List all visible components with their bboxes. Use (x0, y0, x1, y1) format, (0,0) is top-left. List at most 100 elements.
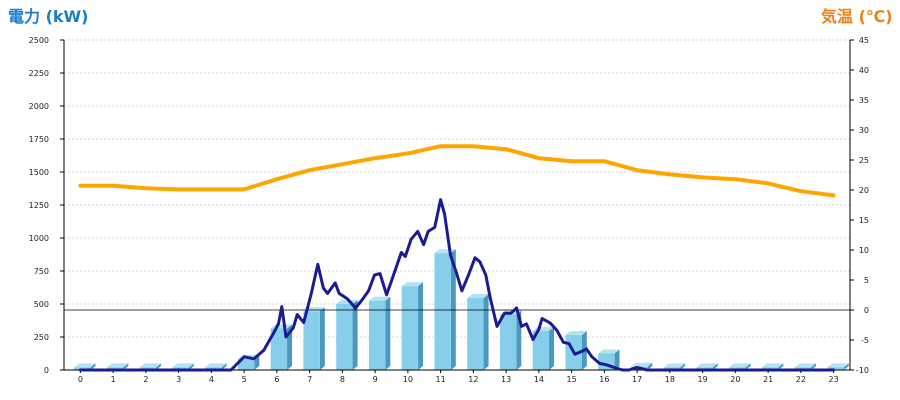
x-tick-label: 18 (665, 375, 675, 384)
left-tick-label: 250 (34, 333, 49, 342)
bar-side (156, 363, 162, 370)
left-tick-label: 0 (44, 366, 49, 375)
bar-face (499, 314, 517, 370)
left-tick-label: 500 (34, 300, 49, 309)
right-tick-label: 0 (864, 306, 869, 315)
bar-side (123, 363, 129, 370)
bar-face (336, 304, 353, 370)
x-tick-label: 8 (340, 375, 345, 384)
bar-top (598, 349, 620, 354)
bar-top (467, 294, 489, 299)
left-tick-label: 1250 (29, 201, 49, 210)
bar-side (450, 249, 456, 370)
bar-side (319, 307, 325, 370)
left-tick-label: 1500 (29, 168, 49, 177)
right-tick-label: 25 (859, 156, 869, 165)
x-tick-label: 16 (599, 375, 609, 384)
bar-top (663, 363, 686, 368)
bar-14 (532, 327, 555, 370)
bar-side (483, 294, 489, 370)
bar-6 (270, 324, 293, 370)
right-tick-label: 35 (859, 96, 869, 105)
left-tick-label: 1000 (29, 234, 49, 243)
x-tick-label: 11 (436, 375, 446, 384)
x-tick-label: 6 (274, 375, 279, 384)
x-tick-label: 9 (373, 375, 378, 384)
x-tick-label: 13 (501, 375, 511, 384)
x-tick-label: 20 (730, 375, 740, 384)
bar-top (172, 363, 194, 368)
bar-top (368, 296, 391, 301)
right-axis-title: 気温 (℃) (821, 7, 893, 26)
label-layer: 02505007501000125015001750200022502500-1… (29, 36, 869, 384)
x-tick-label: 17 (632, 375, 642, 384)
bar-side (549, 327, 555, 370)
bar-top (139, 363, 162, 368)
x-tick-label: 23 (829, 375, 839, 384)
bar-top (565, 331, 587, 336)
bar-10 (401, 282, 424, 370)
power-line (78, 198, 836, 372)
bar-8 (336, 300, 358, 370)
bar-face (303, 311, 320, 370)
bar-side (680, 363, 686, 370)
x-tick-label: 4 (209, 375, 214, 384)
x-tick-label: 19 (698, 375, 708, 384)
bar-face (827, 367, 844, 370)
bar-top (74, 363, 96, 368)
right-tick-label: 5 (864, 276, 869, 285)
bar-side (418, 282, 424, 370)
right-tick-label: 30 (859, 126, 869, 135)
bar-layer (74, 249, 849, 370)
left-tick-label: 750 (34, 267, 49, 276)
left-axis-title: 電力 (kW) (8, 7, 89, 26)
bar-top (106, 363, 129, 368)
bar-face (434, 253, 451, 370)
bar-side (385, 296, 391, 370)
x-tick-label: 5 (242, 375, 247, 384)
bar-side (647, 362, 653, 370)
x-tick-label: 2 (143, 375, 148, 384)
bar-side (712, 363, 718, 370)
bar-face (368, 300, 386, 370)
temperature-line (78, 144, 836, 198)
left-tick-label: 2000 (29, 102, 49, 111)
bar-top (205, 363, 227, 368)
bar-23 (827, 363, 849, 370)
bar-12 (467, 294, 489, 370)
bar-top (696, 363, 718, 368)
bar-face (401, 286, 419, 370)
x-tick-label: 21 (763, 375, 773, 384)
bar-top (827, 363, 849, 368)
axis-layer (60, 39, 854, 373)
bar-top (630, 362, 653, 367)
right-tick-label: 20 (859, 186, 869, 195)
bar-side (221, 363, 227, 370)
x-tick-label: 1 (111, 375, 116, 384)
x-tick-label: 12 (468, 375, 478, 384)
x-tick-label: 10 (403, 375, 413, 384)
x-tick-label: 14 (534, 375, 544, 384)
bar-top (761, 363, 784, 368)
bar-top (794, 363, 817, 368)
bar-side (745, 363, 751, 370)
right-tick-label: 45 (859, 36, 869, 45)
bar-side (843, 363, 849, 370)
bar-face (270, 328, 288, 370)
x-tick-label: 15 (567, 375, 577, 384)
right-tick-label: -5 (861, 336, 869, 345)
line-layer (78, 144, 836, 372)
bar-side (352, 300, 358, 370)
right-tick-label: 10 (859, 246, 869, 255)
bar-face (237, 358, 255, 370)
bar-side (614, 349, 620, 370)
right-tick-label: 40 (859, 66, 869, 75)
left-tick-label: 2500 (29, 36, 49, 45)
bar-11 (434, 249, 456, 370)
bar-side (811, 363, 817, 370)
bar-top (401, 282, 424, 287)
bar-side (90, 363, 96, 370)
bar-top (729, 363, 751, 368)
bar-face (467, 298, 484, 370)
